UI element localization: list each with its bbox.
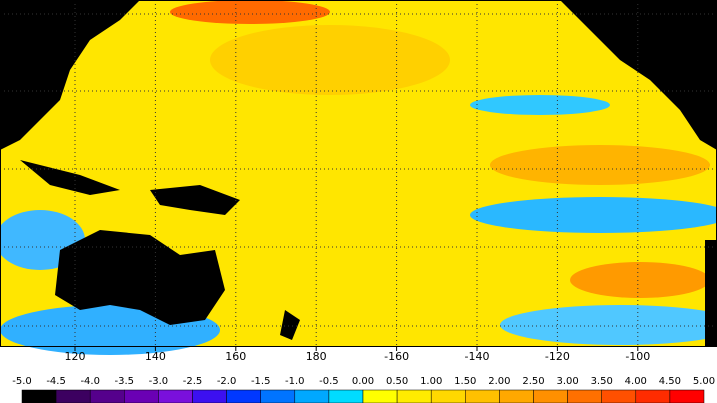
lon-tick-label: -160: [384, 350, 409, 363]
colorbar-swatch: [601, 389, 637, 403]
lon-tick-label: 160: [225, 350, 246, 363]
colorbar-label: 2.00: [488, 376, 510, 387]
colorbar-swatch: [158, 389, 193, 403]
warm-patch: [490, 145, 710, 185]
cool-band: [470, 197, 717, 233]
lon-tick-label: -140: [465, 350, 490, 363]
colorbar-swatch: [328, 389, 364, 403]
colorbar-label: 4.50: [659, 376, 681, 387]
colorbar-swatch: [192, 389, 227, 403]
colorbar-label: 3.00: [556, 376, 578, 387]
colorbar: -5.0 -4.5 -4.0 -3.5 -3.0 -2.5 -2.0 -1.5 -1.0 -0.5…: [12, 376, 715, 403]
colorbar-swatch: [567, 389, 602, 403]
colorbar-swatch: [294, 389, 330, 403]
longitude-axis: 120 140 160 180 -160 -140 -120 -100: [0, 0, 717, 363]
colorbar-label: 5.00: [693, 376, 715, 387]
lon-tick-label: 180: [306, 350, 327, 363]
colorbar-label: 4.00: [625, 376, 647, 387]
colorbar-swatch: [396, 389, 432, 403]
colorbar-swatch: [260, 389, 296, 403]
colorbar-swatch: [89, 389, 125, 403]
land-asia: [0, 0, 140, 150]
lon-tick-label: 120: [65, 350, 86, 363]
colorbar-label: 0.00: [352, 376, 374, 387]
colorbar-label: -5.0: [12, 376, 32, 387]
colorbar-swatch: [55, 389, 91, 403]
colorbar-label: -2.0: [217, 376, 237, 387]
colorbar-swatch: [226, 389, 261, 403]
colorbar-label: -1.0: [285, 376, 305, 387]
colorbar-swatch: [533, 389, 568, 403]
colorbar-swatch: [362, 389, 398, 403]
colorbar-label: -3.0: [149, 376, 169, 387]
colorbar-swatch: [430, 389, 466, 403]
colorbar-label: 0.50: [386, 376, 408, 387]
land-new-zealand: [280, 310, 300, 340]
warm-patch: [570, 262, 710, 298]
cool-patch: [500, 305, 717, 345]
lon-tick-label: -100: [625, 350, 650, 363]
warm-patch: [210, 25, 450, 95]
land-new-guinea: [150, 185, 240, 215]
colorbar-swatch: [669, 389, 705, 403]
colorbar-label: -3.5: [115, 376, 135, 387]
lon-tick-label: -120: [545, 350, 570, 363]
colorbar-label: 3.50: [591, 376, 613, 387]
colorbar-swatch: [124, 389, 159, 403]
colorbar-label: 2.50: [522, 376, 544, 387]
colorbar-label: -2.5: [183, 376, 203, 387]
colorbar-label: -4.0: [80, 376, 100, 387]
colorbar-label: 1.50: [454, 376, 476, 387]
colorbar-swatch: [21, 389, 57, 403]
land-australia: [55, 230, 225, 325]
map-field: [0, 0, 717, 355]
colorbar-label: 1.00: [420, 376, 442, 387]
land-south-america: [705, 240, 717, 346]
colorbar-swatch: [499, 389, 534, 403]
colorbar-swatch: [635, 389, 671, 403]
colorbar-label: -1.5: [251, 376, 271, 387]
colorbar-label: -0.5: [319, 376, 339, 387]
cool-band: [470, 95, 610, 115]
colorbar-swatch: [465, 389, 500, 403]
colorbar-label: -4.5: [46, 376, 66, 387]
lon-tick-label: 140: [145, 350, 166, 363]
land-americas: [560, 0, 717, 150]
warm-patch: [170, 0, 330, 24]
